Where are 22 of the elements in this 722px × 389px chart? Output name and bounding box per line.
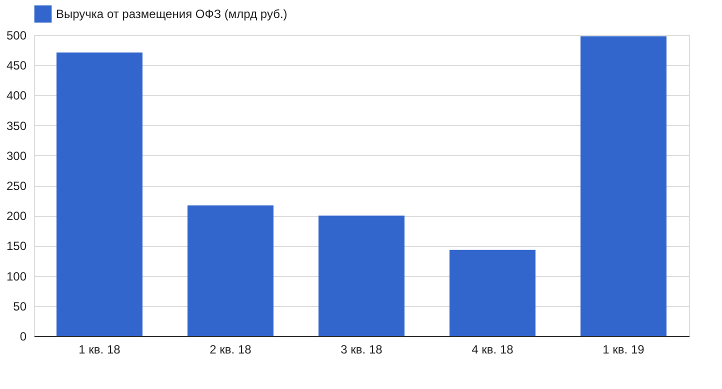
x-tick-label: 1 кв. 19 — [602, 342, 645, 356]
x-tick-label: 1 кв. 18 — [78, 342, 121, 356]
bar — [318, 216, 404, 336]
y-tick-label: 200 — [6, 209, 27, 224]
legend-label: Выручка от размещения ОФЗ (млрд руб.) — [56, 7, 288, 21]
y-tick-label: 450 — [6, 58, 27, 73]
y-tick-label: 350 — [6, 118, 27, 133]
y-tick-label: 300 — [6, 148, 27, 163]
y-tick-label: 500 — [6, 28, 27, 42]
bar — [188, 205, 274, 336]
x-tick-label: 4 кв. 18 — [472, 342, 514, 356]
bar — [450, 250, 536, 336]
x-tick-label: 2 кв. 18 — [210, 342, 252, 356]
bar — [580, 36, 666, 336]
y-tick-label: 150 — [6, 239, 27, 254]
y-tick-label: 400 — [6, 88, 27, 103]
y-tick-label: 0 — [20, 330, 27, 344]
x-tick-label: 3 кв. 18 — [340, 342, 383, 356]
bar — [56, 52, 142, 336]
y-tick-label: 250 — [6, 179, 27, 193]
y-tick-label: 100 — [6, 269, 27, 284]
y-tick-label: 50 — [13, 299, 27, 314]
